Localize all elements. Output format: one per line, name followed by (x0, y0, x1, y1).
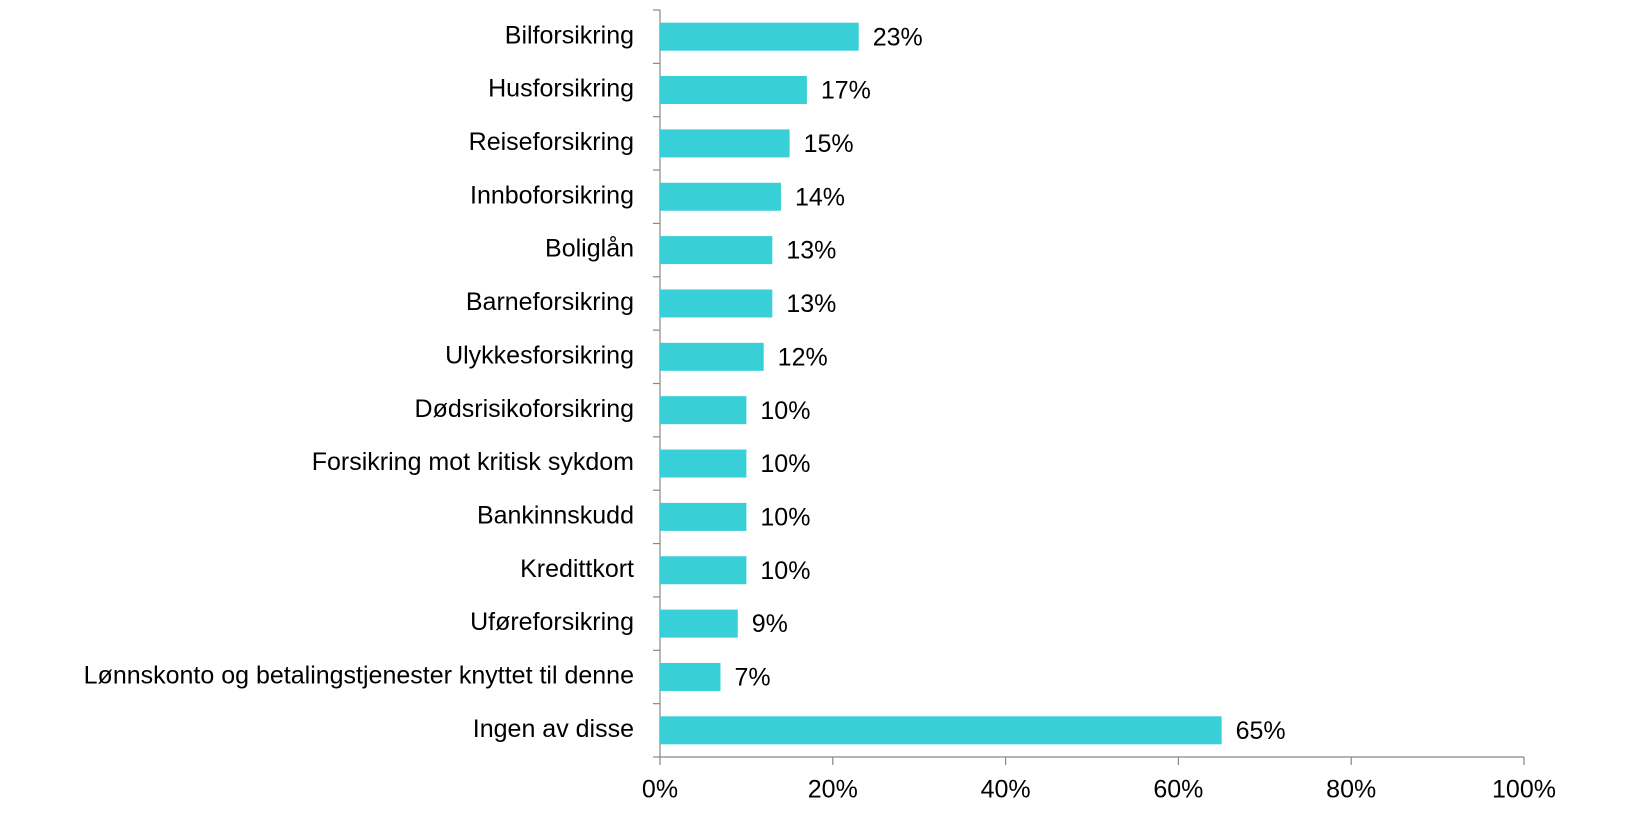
bar (660, 449, 747, 478)
category-label: Ingen av disse (473, 715, 634, 743)
category-label: Ulykkesforsikring (445, 341, 634, 369)
value-label: 12% (778, 343, 828, 371)
bar (660, 716, 1222, 745)
bar (660, 609, 738, 638)
category-label: Husforsikring (488, 75, 634, 103)
bar (660, 502, 747, 531)
value-label: 13% (786, 290, 836, 318)
category-label: Bilforsikring (505, 21, 634, 49)
category-label: Reiseforsikring (469, 128, 634, 156)
value-label: 65% (1236, 717, 1286, 745)
category-label: Barneforsikring (466, 288, 634, 316)
value-label: 14% (795, 183, 845, 211)
category-label: Kredittkort (520, 555, 634, 583)
bar (660, 556, 747, 585)
value-label: 10% (760, 504, 810, 532)
x-tick-label: 100% (1492, 776, 1556, 804)
category-label: Forsikring mot kritisk sykdom (312, 448, 634, 476)
category-label: Bankinnskudd (477, 502, 634, 530)
bar (660, 236, 773, 265)
value-label: 13% (786, 237, 836, 265)
bar (660, 22, 859, 51)
value-label: 10% (760, 557, 810, 585)
category-label: Boliglån (545, 235, 634, 263)
category-label: Dødsrisikoforsikring (415, 395, 634, 423)
x-tick-label: 60% (1153, 776, 1203, 804)
x-tick-label: 80% (1326, 776, 1376, 804)
category-label: Lønnskonto og betalingstjenester knyttet… (84, 662, 634, 690)
category-label: Uføreforsikring (470, 608, 634, 636)
bar (660, 342, 764, 371)
bar (660, 289, 773, 318)
value-label: 23% (873, 23, 923, 51)
bar (660, 396, 747, 425)
bar (660, 182, 781, 211)
x-tick-label: 40% (981, 776, 1031, 804)
x-tick-label: 20% (808, 776, 858, 804)
value-label: 10% (760, 450, 810, 478)
x-tick-label: 0% (642, 776, 678, 804)
bar (660, 76, 807, 105)
value-label: 10% (760, 397, 810, 425)
value-label: 17% (821, 77, 871, 105)
value-label: 7% (734, 664, 770, 692)
bar (660, 662, 721, 691)
value-label: 15% (804, 130, 854, 158)
category-label: Innboforsikring (470, 181, 634, 209)
value-label: 9% (752, 610, 788, 638)
bar (660, 129, 790, 158)
